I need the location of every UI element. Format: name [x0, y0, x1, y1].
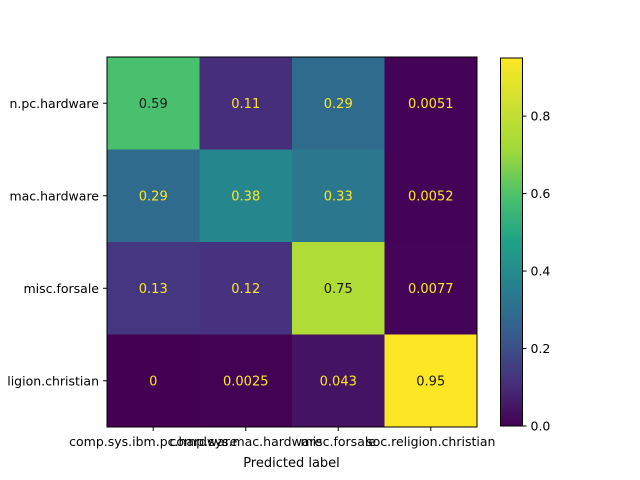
- cell-value-label: 0.12: [231, 282, 260, 297]
- heatmap-cell: [292, 149, 385, 243]
- cell-value-label: 0.59: [139, 97, 168, 112]
- heatmap-cell: [107, 242, 200, 335]
- x-tick-label: misc.forsale: [300, 434, 376, 449]
- heatmap-cell: [384, 334, 478, 428]
- colorbar-ticks: 0.0 0.2 0.4 0.6 0.8: [522, 109, 551, 434]
- cell-value-label: 0.13: [139, 282, 168, 297]
- x-axis-ticks: comp.sys.ibm.pc.hardwarecomp.sys.mac.har…: [69, 427, 495, 449]
- heatmap-cell: [292, 242, 385, 335]
- heatmap-cells: [107, 57, 478, 428]
- y-tick-label: misc.forsale: [23, 281, 99, 296]
- matrix-frame: [106, 56, 478, 428]
- heatmap-cell: [199, 242, 293, 335]
- heatmap-cell: [199, 57, 293, 150]
- colorbar-tick-label: 0.4: [531, 264, 551, 279]
- y-tick-label: ligion.christian: [7, 373, 99, 388]
- cell-value-label: 0: [149, 374, 157, 389]
- cell-value-label: 0.95: [416, 374, 445, 389]
- heatmap-cell: [384, 242, 478, 335]
- cell-value-label: 0.29: [324, 97, 353, 112]
- heatmap-cell: [107, 57, 200, 150]
- x-tick-label: comp.sys.mac.hardware: [169, 434, 322, 449]
- y-tick-label: n.pc.hardware: [9, 96, 99, 111]
- cell-value-label: 0.38: [231, 189, 260, 204]
- heatmap-cell: [384, 149, 478, 243]
- cell-value-label: 0.043: [320, 374, 357, 389]
- heatmap-cell: [292, 334, 385, 428]
- colorbar-tick-label: 0.8: [531, 109, 551, 124]
- cell-value-label: 0.0077: [408, 282, 454, 297]
- y-axis-ticks: n.pc.hardware mac.hardware misc.forsale lig…: [7, 96, 107, 388]
- heatmap-cell: [199, 149, 293, 243]
- heatmap-cell: [292, 57, 385, 150]
- colorbar-tick-label: 0.0: [531, 419, 551, 434]
- cell-value-label: 0.0051: [408, 97, 454, 112]
- cell-value-label: 0.0025: [223, 374, 269, 389]
- x-tick-label: soc.religion.christian: [366, 434, 495, 449]
- colorbar-tick-label: 0.6: [531, 186, 551, 201]
- heatmap-cell: [384, 57, 478, 150]
- heatmap-cell: [199, 334, 293, 428]
- heatmap-cell: [107, 149, 200, 243]
- x-tick-label: comp.sys.ibm.pc.hardware: [69, 434, 238, 449]
- cell-value-label: 0.0052: [408, 189, 454, 204]
- colorbar-frame: [500, 57, 523, 427]
- cell-value-label: 0.75: [324, 282, 353, 297]
- cell-value-label: 0.11: [231, 97, 260, 112]
- colorbar-tick-label: 0.2: [531, 341, 551, 356]
- cell-value-labels: 0.59 0.11 0.29 0.0051 0.29 0.38 0.33 0.0052 0.13…: [139, 97, 454, 390]
- cell-value-label: 0.29: [139, 189, 168, 204]
- cell-value-label: 0.33: [324, 189, 353, 204]
- x-axis-title: Predicted label: [243, 456, 340, 471]
- y-tick-label: mac.hardware: [9, 188, 99, 203]
- colorbar-gradient: [500, 58, 523, 426]
- heatmap-cell: [107, 334, 200, 428]
